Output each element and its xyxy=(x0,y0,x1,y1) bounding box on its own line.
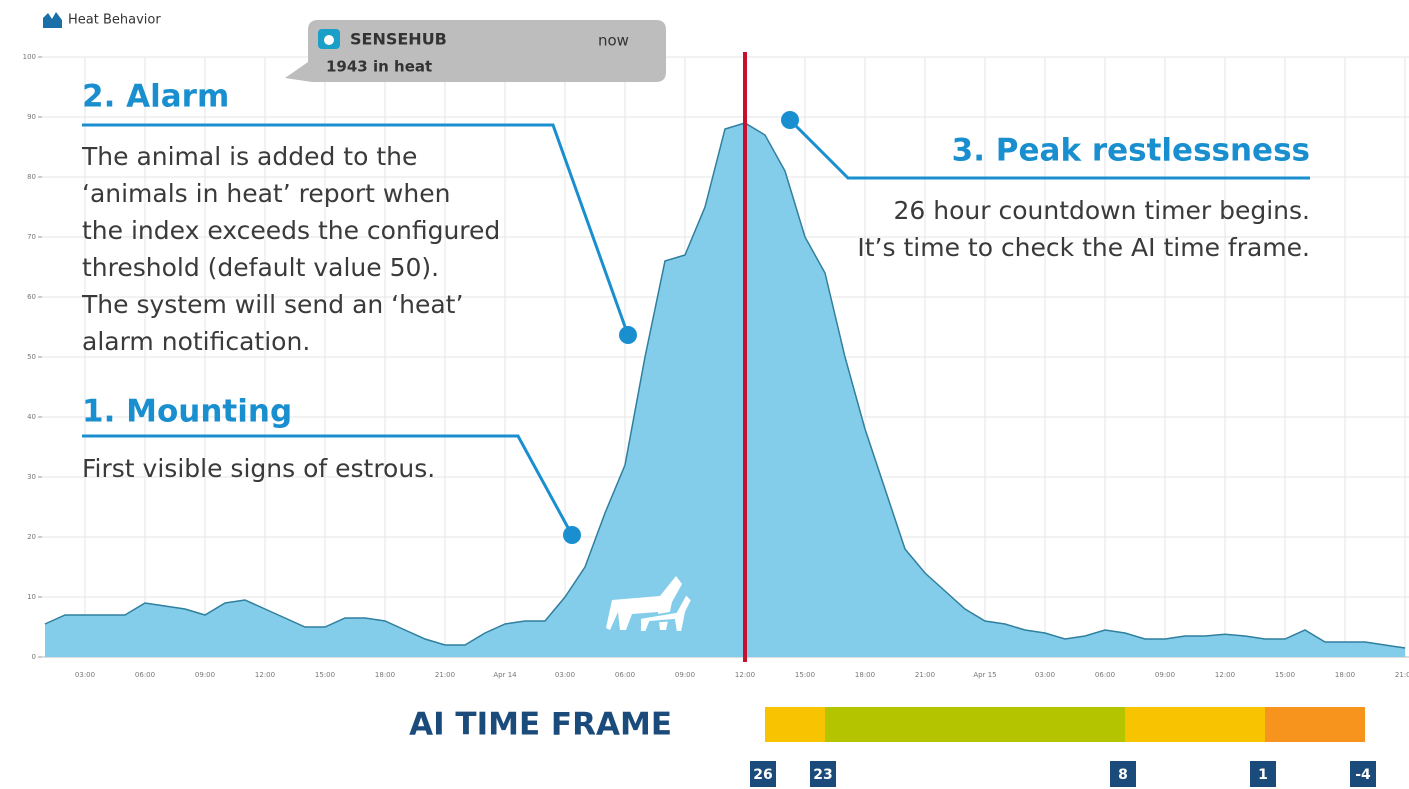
time-frame-tick-label: 23 xyxy=(813,767,832,783)
time-frame-segment xyxy=(765,707,825,742)
annotation-title: 2. Alarm xyxy=(82,79,229,115)
annotation-text: First visible signs of estrous. xyxy=(82,454,435,483)
time-frame-tick-label: 8 xyxy=(1118,767,1128,783)
x-tick-label: 09:00 xyxy=(195,671,215,679)
x-tick-label: 15:00 xyxy=(1275,671,1295,679)
x-tick-label: 12:00 xyxy=(255,671,275,679)
x-tick-label: 21:00 xyxy=(1395,671,1409,679)
x-tick-label: Apr 14 xyxy=(493,671,517,679)
annotation-title: 1. Mounting xyxy=(82,394,292,430)
x-tick-label: 12:00 xyxy=(1215,671,1235,679)
header: Heat Behavior xyxy=(43,12,161,28)
time-frame-segment xyxy=(1265,707,1365,742)
annotation-title: 3. Peak restlessness xyxy=(952,133,1310,169)
y-tick-label: 100 xyxy=(23,53,36,61)
time-frame-tick-label: 26 xyxy=(753,767,772,783)
y-tick-label: 0 xyxy=(32,653,36,661)
x-tick-label: 06:00 xyxy=(1095,671,1115,679)
x-tick-label: 15:00 xyxy=(315,671,335,679)
annotation-text: threshold (default value 50). xyxy=(82,253,439,282)
x-tick-label: 06:00 xyxy=(135,671,155,679)
y-tick-label: 50 xyxy=(27,353,36,361)
y-tick-label: 80 xyxy=(27,173,36,181)
y-tick-label: 70 xyxy=(27,233,36,241)
notification-app: SENSEHUB xyxy=(350,30,447,49)
x-tick-label: 09:00 xyxy=(675,671,695,679)
x-tick-label: 06:00 xyxy=(615,671,635,679)
annotation-text: It’s time to check the AI time frame. xyxy=(857,233,1310,262)
app-icon-dot xyxy=(324,35,334,45)
x-tick-label: 03:00 xyxy=(1035,671,1055,679)
y-tick-label: 30 xyxy=(27,473,36,481)
x-tick-label: 15:00 xyxy=(795,671,815,679)
header-icon xyxy=(43,12,62,28)
ai-time-frame: AI TIME FRAME 26 23 8 1 -4 xyxy=(409,707,1376,788)
time-frame-tick-label: 1 xyxy=(1258,767,1268,783)
notification-message: 1943 in heat xyxy=(326,58,432,76)
x-tick-label: 21:00 xyxy=(435,671,455,679)
x-tick-label: 12:00 xyxy=(735,671,755,679)
time-frame-segment xyxy=(1125,707,1265,742)
y-tick-label: 20 xyxy=(27,533,36,541)
ai-time-frame-title: AI TIME FRAME xyxy=(409,707,672,743)
annotation-text: The system will send an ‘heat’ xyxy=(81,290,463,319)
annotation-text: the index exceeds the configured xyxy=(82,216,500,245)
x-tick-label: 09:00 xyxy=(1155,671,1175,679)
x-tick-label: 03:00 xyxy=(555,671,575,679)
y-tick-label: 10 xyxy=(27,593,36,601)
x-tick-label: 03:00 xyxy=(75,671,95,679)
x-tick-label: 18:00 xyxy=(1335,671,1355,679)
header-title: Heat Behavior xyxy=(68,13,161,28)
annotation-text: ‘animals in heat’ report when xyxy=(82,179,450,208)
time-frame-segment xyxy=(825,707,1125,742)
x-tick-label: 18:00 xyxy=(375,671,395,679)
annotation-text: alarm notification. xyxy=(82,327,310,356)
y-tick-label: 60 xyxy=(27,293,36,301)
annotation-text: 26 hour countdown timer begins. xyxy=(894,196,1311,225)
notification-time: now xyxy=(598,32,629,50)
x-tick-label: 21:00 xyxy=(915,671,935,679)
x-tick-label: 18:00 xyxy=(855,671,875,679)
annotation-text: The animal is added to the xyxy=(81,142,417,171)
y-tick-label: 40 xyxy=(27,413,36,421)
infographic: Heat Behavior 0 10 20 30 40 50 60 70 80 90 100 03:0… xyxy=(0,0,1409,789)
notification: SENSEHUB now 1943 in heat xyxy=(285,20,666,82)
page: {"header": {"title": "Heat Behavior"}, "… xyxy=(0,0,1409,789)
time-frame-tick-label: -4 xyxy=(1355,767,1371,783)
x-tick-label: Apr 15 xyxy=(973,671,996,679)
y-tick-label: 90 xyxy=(27,113,36,121)
